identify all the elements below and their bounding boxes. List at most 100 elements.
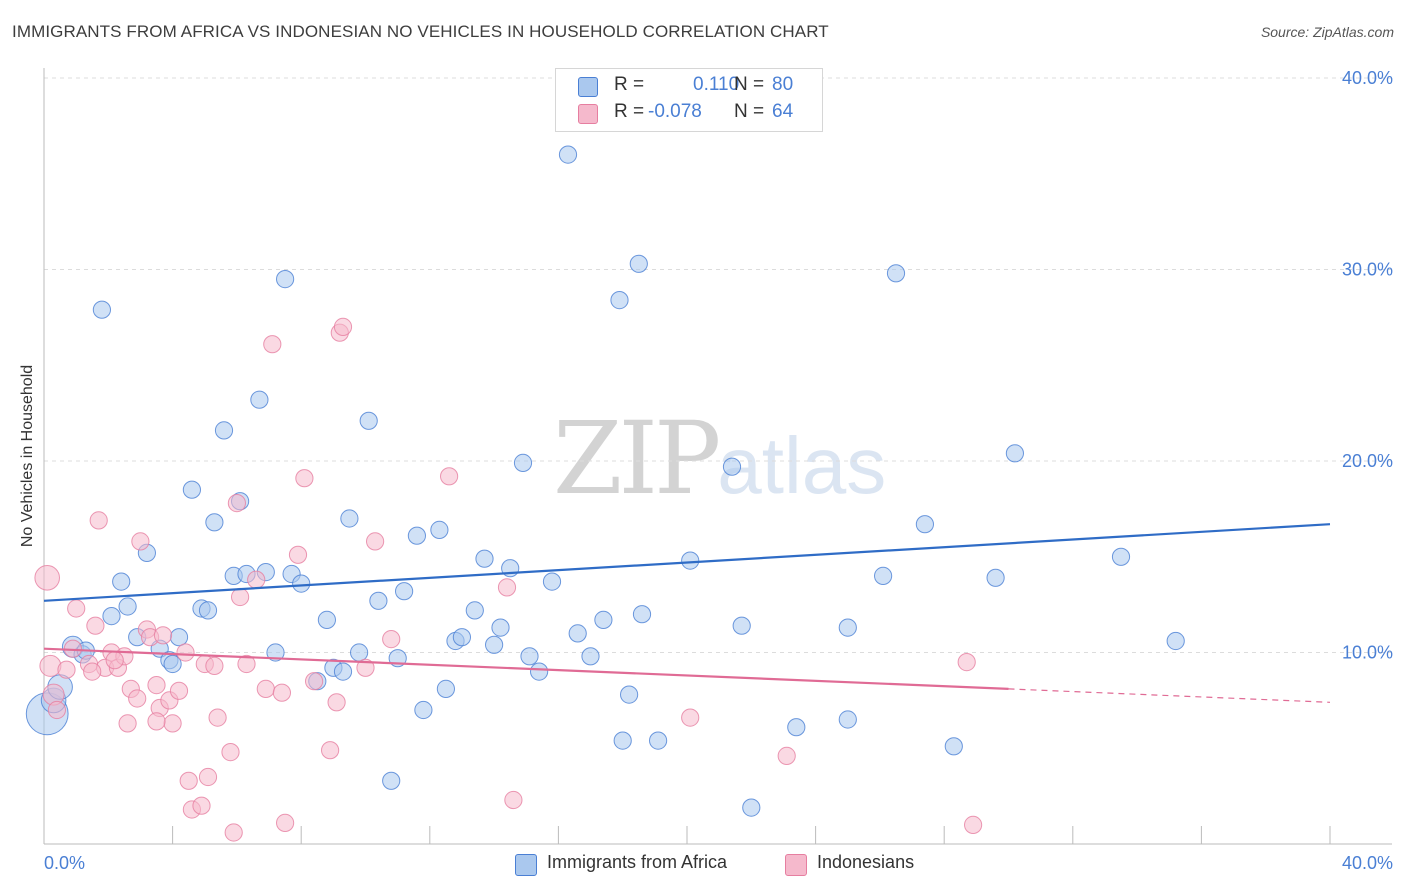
data-point-africa xyxy=(629,254,648,273)
data-point-africa xyxy=(475,549,494,568)
data-point-africa xyxy=(395,582,414,601)
data-point-africa xyxy=(414,700,433,720)
data-point-africa xyxy=(452,628,471,647)
data-point-africa xyxy=(163,654,182,674)
data-point-africa xyxy=(610,291,629,310)
data-point-africa xyxy=(742,798,761,817)
data-point-africa xyxy=(520,647,539,666)
data-point-indonesians xyxy=(118,714,137,733)
bottom-legend-label-indonesians: Indonesians xyxy=(817,852,915,872)
data-point-indonesians xyxy=(356,658,375,677)
legend-swatch-indonesians xyxy=(578,104,598,124)
data-point-africa xyxy=(581,647,600,666)
data-point-indonesians xyxy=(176,643,195,662)
data-point-indonesians xyxy=(131,532,150,551)
data-point-indonesians xyxy=(105,651,124,670)
data-point-indonesians xyxy=(321,741,340,760)
data-point-africa xyxy=(513,453,533,472)
data-point-africa xyxy=(292,574,311,593)
data-point-indonesians xyxy=(224,823,243,842)
data-point-africa xyxy=(317,610,336,630)
data-point-africa xyxy=(198,601,218,620)
data-point-africa xyxy=(1005,444,1025,463)
trend-line-africa xyxy=(43,523,1331,602)
data-point-indonesians xyxy=(205,656,224,676)
data-point-indonesians xyxy=(382,630,401,649)
data-point-indonesians xyxy=(777,746,796,766)
data-point-indonesians xyxy=(221,743,240,762)
data-point-indonesians xyxy=(681,708,700,727)
data-point-indonesians xyxy=(89,511,108,530)
data-point-indonesians xyxy=(263,335,282,354)
legend-r-value-indonesians: -0.078 xyxy=(648,101,702,122)
data-point-africa xyxy=(214,421,234,440)
legend-n-label-africa: N = xyxy=(734,74,765,95)
data-point-africa xyxy=(732,616,751,635)
y-tick-label: 30.0% xyxy=(1342,260,1393,280)
legend-r-label-africa: R = xyxy=(614,74,645,95)
data-point-africa xyxy=(118,597,137,616)
data-point-africa xyxy=(250,390,269,409)
data-point-africa xyxy=(874,566,893,586)
data-point-africa xyxy=(205,513,224,532)
data-point-africa xyxy=(594,610,613,630)
data-point-indonesians xyxy=(67,599,86,618)
data-point-africa xyxy=(620,685,639,704)
y-tick-label: 20.0% xyxy=(1342,451,1393,471)
data-point-africa xyxy=(359,411,378,430)
data-point-africa xyxy=(886,264,906,283)
data-point-indonesians xyxy=(231,587,250,607)
legend-r-label-indonesians: R = xyxy=(614,101,645,122)
data-point-indonesians xyxy=(288,545,308,564)
data-point-indonesians xyxy=(169,681,189,700)
data-point-indonesians xyxy=(153,626,173,645)
data-point-africa xyxy=(465,601,484,620)
bottom-swatch-indonesians xyxy=(785,854,807,876)
data-point-africa xyxy=(530,662,549,681)
data-point-africa xyxy=(558,145,578,164)
data-point-indonesians xyxy=(34,565,61,591)
data-point-africa xyxy=(182,480,201,499)
data-point-indonesians xyxy=(256,679,275,699)
data-point-africa xyxy=(485,635,504,654)
data-point-indonesians xyxy=(208,708,227,727)
data-point-africa xyxy=(382,771,401,790)
data-point-africa xyxy=(944,737,963,756)
data-point-africa xyxy=(266,643,285,662)
bottom-swatch-africa xyxy=(515,854,537,876)
bottom-legend-label-africa: Immigrants from Africa xyxy=(547,852,728,872)
legend-n-label-indonesians: N = xyxy=(734,101,765,122)
data-point-africa xyxy=(436,679,455,699)
data-point-indonesians xyxy=(272,683,291,702)
data-point-africa xyxy=(838,710,857,729)
data-point-africa xyxy=(169,628,189,647)
data-point-indonesians xyxy=(86,616,105,635)
y-axis-label: No Vehicles in Household xyxy=(19,364,36,548)
legend-row-africa: R = 0.110 N = 80 xyxy=(556,74,822,100)
legend-n-value-indonesians: 64 xyxy=(772,101,794,122)
data-point-africa xyxy=(491,618,510,637)
data-point-indonesians xyxy=(237,654,256,674)
legend-swatch-africa xyxy=(578,77,598,97)
data-point-africa xyxy=(542,572,562,591)
data-point-africa xyxy=(722,457,742,476)
data-point-africa xyxy=(407,526,426,545)
data-point-indonesians xyxy=(227,494,246,513)
data-point-indonesians xyxy=(83,662,102,681)
data-point-africa xyxy=(333,662,353,681)
data-point-indonesians xyxy=(366,532,385,551)
watermark-zip: ZIP xyxy=(553,400,721,517)
chart-title: IMMIGRANTS FROM AFRICA VS INDONESIAN NO … xyxy=(12,22,829,41)
data-point-indonesians xyxy=(57,660,76,679)
data-point-africa xyxy=(340,509,359,528)
source-label: Source: ZipAtlas.com xyxy=(1260,24,1394,40)
data-point-indonesians xyxy=(39,654,62,677)
data-point-indonesians xyxy=(957,653,976,672)
data-point-indonesians xyxy=(504,790,523,810)
data-point-indonesians xyxy=(198,767,218,787)
data-point-indonesians xyxy=(964,815,983,835)
data-point-africa xyxy=(838,618,857,637)
data-point-africa xyxy=(112,572,131,591)
legend-r-value-africa: 0.110 xyxy=(693,74,740,95)
